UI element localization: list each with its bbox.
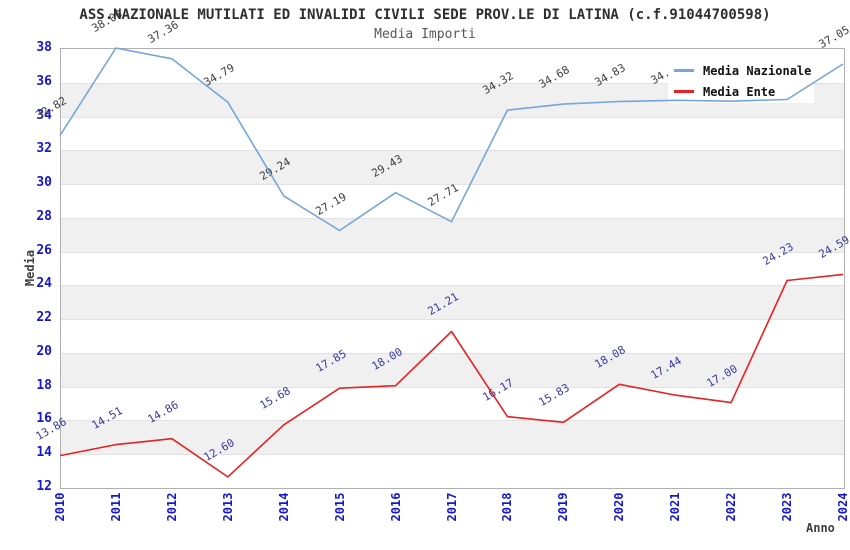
y-tick-label: 18: [36, 377, 52, 393]
x-tick-label: 2014: [276, 492, 291, 522]
legend: Media Nazionale Media Ente: [668, 56, 814, 103]
x-tick-label: 2024: [836, 492, 850, 522]
chart-subtitle: Media Importi: [374, 27, 476, 42]
media-ente-line: [59, 273, 844, 478]
x-tick-label: 2021: [668, 492, 683, 522]
plot-area: [60, 48, 845, 489]
y-tick-label: 30: [36, 175, 52, 191]
plot-band-white: [61, 184, 844, 218]
plot-band-white: [61, 116, 844, 151]
x-tick-label: 2020: [612, 492, 627, 522]
x-axis-title: Anno: [806, 521, 835, 535]
x-tick-label: 2019: [556, 492, 571, 522]
chart-title: ASS.NAZIONALE MUTILATI ED INVALIDI CIVIL…: [79, 7, 771, 23]
plot-band-gray: [61, 420, 844, 455]
y-tick-label: 36: [36, 73, 52, 89]
y-tick-label: 32: [36, 141, 52, 157]
plot-band-gray: [61, 150, 844, 185]
y-tick-label: 24: [36, 276, 52, 292]
x-tick-label: 2016: [388, 492, 403, 522]
plot-band-gray: [61, 352, 844, 387]
x-tick-label: 2017: [444, 492, 459, 522]
plot-band-gray: [61, 285, 844, 320]
x-tick-label: 2013: [220, 492, 235, 522]
y-tick-label: 14: [36, 445, 52, 461]
series-lines: [59, 47, 844, 478]
y-tick-label: 28: [36, 208, 52, 224]
legend-label: Media Nazionale: [703, 63, 812, 78]
legend-item-media-ente: Media Ente: [674, 81, 814, 102]
x-tick-label: 2011: [108, 492, 123, 522]
media-nazionale-line: [59, 47, 844, 232]
x-tick-label: 2015: [332, 492, 347, 522]
plot-band-white: [61, 251, 844, 286]
x-tick-label: 2010: [53, 492, 67, 522]
x-tick-label: 2023: [780, 492, 795, 522]
x-tick-label: 2022: [724, 492, 739, 522]
y-tick-label: 12: [36, 479, 52, 494]
y-tick-label: 22: [36, 310, 52, 326]
y-tick-label: 20: [36, 343, 52, 359]
legend-label: Media Ente: [703, 84, 776, 99]
y-tick-label: 38: [36, 40, 52, 55]
media-ente-line-swatch-icon: [674, 90, 694, 93]
media-nazionale-line-swatch-icon: [674, 69, 694, 72]
plot-band-white: [61, 319, 844, 353]
x-tick-label: 2012: [164, 492, 179, 522]
y-tick-label: 34: [36, 107, 52, 123]
y-tick-label: 16: [36, 411, 52, 427]
y-tick-label: 26: [36, 242, 52, 258]
legend-item-media-nazionale: Media Nazionale: [674, 60, 814, 81]
plot-band-white: [61, 454, 844, 488]
x-tick-label: 2018: [500, 492, 515, 522]
plot-band-white: [61, 386, 844, 421]
